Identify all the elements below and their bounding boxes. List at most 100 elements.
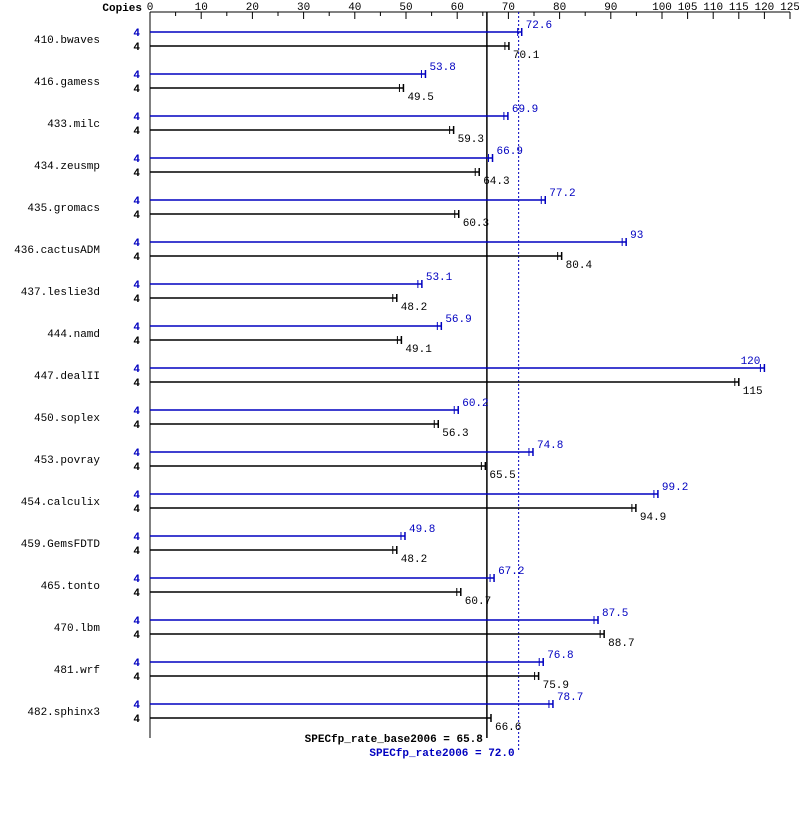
peak-value-label: 60.2 xyxy=(462,398,488,410)
base-summary-label: SPECfp_rate_base2006 = 65.8 xyxy=(305,734,484,746)
copies-base: 4 xyxy=(133,504,140,516)
copies-peak: 4 xyxy=(133,238,140,250)
peak-value-label: 56.9 xyxy=(445,314,471,326)
peak-value-label: 66.9 xyxy=(497,146,523,158)
base-value-label: 80.4 xyxy=(566,260,593,272)
copies-header: Copies xyxy=(102,3,142,15)
copies-base: 4 xyxy=(133,336,140,348)
benchmark-name: 482.sphinx3 xyxy=(27,707,100,719)
peak-value-label: 72.6 xyxy=(526,20,552,32)
copies-peak: 4 xyxy=(133,154,140,166)
copies-peak: 4 xyxy=(133,406,140,418)
peak-summary-label: SPECfp_rate2006 = 72.0 xyxy=(369,748,514,760)
base-value-label: 49.1 xyxy=(405,344,432,356)
axis-tick-label: 30 xyxy=(297,2,310,14)
benchmark-name: 470.lbm xyxy=(54,623,101,635)
benchmark-name: 481.wrf xyxy=(54,665,100,677)
copies-base: 4 xyxy=(133,42,140,54)
copies-base: 4 xyxy=(133,252,140,264)
chart-svg: 0102030405060708090100105110115120125Cop… xyxy=(0,0,799,831)
benchmark-name: 447.dealII xyxy=(34,371,100,383)
copies-peak: 4 xyxy=(133,196,140,208)
base-value-label: 48.2 xyxy=(401,554,427,566)
base-value-label: 88.7 xyxy=(608,638,634,650)
axis-tick-label: 90 xyxy=(604,2,617,14)
peak-value-label: 53.1 xyxy=(426,272,453,284)
benchmark-name: 454.calculix xyxy=(21,497,101,509)
benchmark-name: 435.gromacs xyxy=(27,203,100,215)
axis-tick-label: 20 xyxy=(246,2,259,14)
copies-peak: 4 xyxy=(133,574,140,586)
peak-value-label: 87.5 xyxy=(602,608,628,620)
peak-value-label: 74.8 xyxy=(537,440,563,452)
copies-peak: 4 xyxy=(133,616,140,628)
peak-value-label: 67.2 xyxy=(498,566,524,578)
base-value-label: 70.1 xyxy=(513,50,540,62)
peak-value-label: 76.8 xyxy=(547,650,573,662)
copies-base: 4 xyxy=(133,420,140,432)
copies-base: 4 xyxy=(133,672,140,684)
base-value-label: 48.2 xyxy=(401,302,427,314)
peak-value-label: 49.8 xyxy=(409,524,435,536)
axis-tick-label: 50 xyxy=(399,2,412,14)
benchmark-name: 453.povray xyxy=(34,455,100,467)
benchmark-name: 450.soplex xyxy=(34,413,100,425)
spec-rate-chart: 0102030405060708090100105110115120125Cop… xyxy=(0,0,799,831)
axis-tick-label: 120 xyxy=(754,2,774,14)
copies-base: 4 xyxy=(133,378,140,390)
copies-base: 4 xyxy=(133,84,140,96)
copies-peak: 4 xyxy=(133,658,140,670)
benchmark-name: 459.GemsFDTD xyxy=(21,539,101,551)
copies-base: 4 xyxy=(133,168,140,180)
copies-base: 4 xyxy=(133,294,140,306)
peak-value-label: 120 xyxy=(741,356,761,368)
benchmark-name: 465.tonto xyxy=(41,581,100,593)
axis-tick-label: 105 xyxy=(678,2,698,14)
copies-peak: 4 xyxy=(133,700,140,712)
copies-peak: 4 xyxy=(133,28,140,40)
peak-value-label: 77.2 xyxy=(549,188,575,200)
peak-value-label: 93 xyxy=(630,230,643,242)
benchmark-name: 444.namd xyxy=(47,329,100,341)
axis-tick-label: 115 xyxy=(729,2,749,14)
copies-base: 4 xyxy=(133,630,140,642)
benchmark-name: 437.leslie3d xyxy=(21,287,100,299)
base-value-label: 115 xyxy=(743,386,763,398)
axis-tick-label: 60 xyxy=(451,2,464,14)
axis-tick-label: 70 xyxy=(502,2,515,14)
base-value-label: 56.3 xyxy=(442,428,468,440)
axis-tick-label: 40 xyxy=(348,2,361,14)
benchmark-name: 436.cactusADM xyxy=(14,245,100,257)
base-value-label: 64.3 xyxy=(483,176,509,188)
benchmark-name: 433.milc xyxy=(47,119,100,131)
copies-base: 4 xyxy=(133,210,140,222)
base-value-label: 49.5 xyxy=(407,92,433,104)
copies-base: 4 xyxy=(133,462,140,474)
benchmark-name: 410.bwaves xyxy=(34,35,100,47)
copies-peak: 4 xyxy=(133,448,140,460)
peak-value-label: 78.7 xyxy=(557,692,583,704)
base-value-label: 60.3 xyxy=(463,218,489,230)
copies-peak: 4 xyxy=(133,70,140,82)
copies-peak: 4 xyxy=(133,490,140,502)
base-value-label: 65.5 xyxy=(489,470,515,482)
copies-peak: 4 xyxy=(133,112,140,124)
copies-base: 4 xyxy=(133,126,140,138)
copies-peak: 4 xyxy=(133,280,140,292)
copies-peak: 4 xyxy=(133,364,140,376)
copies-peak: 4 xyxy=(133,322,140,334)
axis-tick-label: 10 xyxy=(195,2,208,14)
axis-tick-label: 110 xyxy=(703,2,723,14)
copies-base: 4 xyxy=(133,546,140,558)
axis-tick-label: 100 xyxy=(652,2,672,14)
base-value-label: 75.9 xyxy=(543,680,569,692)
peak-value-label: 53.8 xyxy=(429,62,455,74)
axis-tick-label: 125 xyxy=(780,2,799,14)
copies-base: 4 xyxy=(133,714,140,726)
peak-value-label: 99.2 xyxy=(662,482,688,494)
base-value-label: 60.7 xyxy=(465,596,491,608)
base-value-label: 59.3 xyxy=(458,134,484,146)
base-value-label: 66.6 xyxy=(495,722,521,734)
copies-peak: 4 xyxy=(133,532,140,544)
benchmark-name: 416.gamess xyxy=(34,77,100,89)
